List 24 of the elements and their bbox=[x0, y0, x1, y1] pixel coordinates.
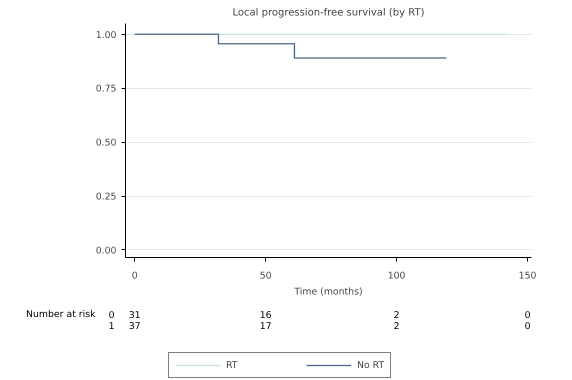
x-tick-label: 150 bbox=[518, 270, 537, 282]
y-tick-label: 1.00 bbox=[96, 30, 117, 41]
y-tick-label: 0.50 bbox=[96, 138, 117, 149]
text: Number at risk bbox=[26, 309, 96, 320]
x-tick-label: 50 bbox=[260, 270, 272, 282]
x-axis-title: Time (months) bbox=[293, 286, 363, 298]
y-tick-label: 0.25 bbox=[96, 192, 117, 203]
text: 1 bbox=[108, 321, 115, 332]
legend-label: No RT bbox=[357, 360, 384, 370]
text: 0 bbox=[108, 310, 115, 321]
text: 17 bbox=[260, 321, 272, 332]
chart-title: Local progression-free survival (by RT) bbox=[232, 8, 425, 18]
text: 16 bbox=[260, 310, 272, 321]
x-tick-label: 0 bbox=[132, 270, 138, 282]
text: 0 bbox=[524, 321, 531, 332]
legend-label: RT bbox=[226, 360, 239, 370]
text: 31 bbox=[128, 310, 141, 321]
x-tick-label: 100 bbox=[388, 270, 406, 282]
y-tick-label: 0.00 bbox=[96, 245, 117, 256]
text: 0 bbox=[524, 310, 531, 321]
y-tick-label: 0.75 bbox=[96, 84, 117, 95]
text: 2 bbox=[394, 310, 400, 321]
text: 2 bbox=[394, 321, 400, 332]
text: 37 bbox=[128, 321, 141, 332]
